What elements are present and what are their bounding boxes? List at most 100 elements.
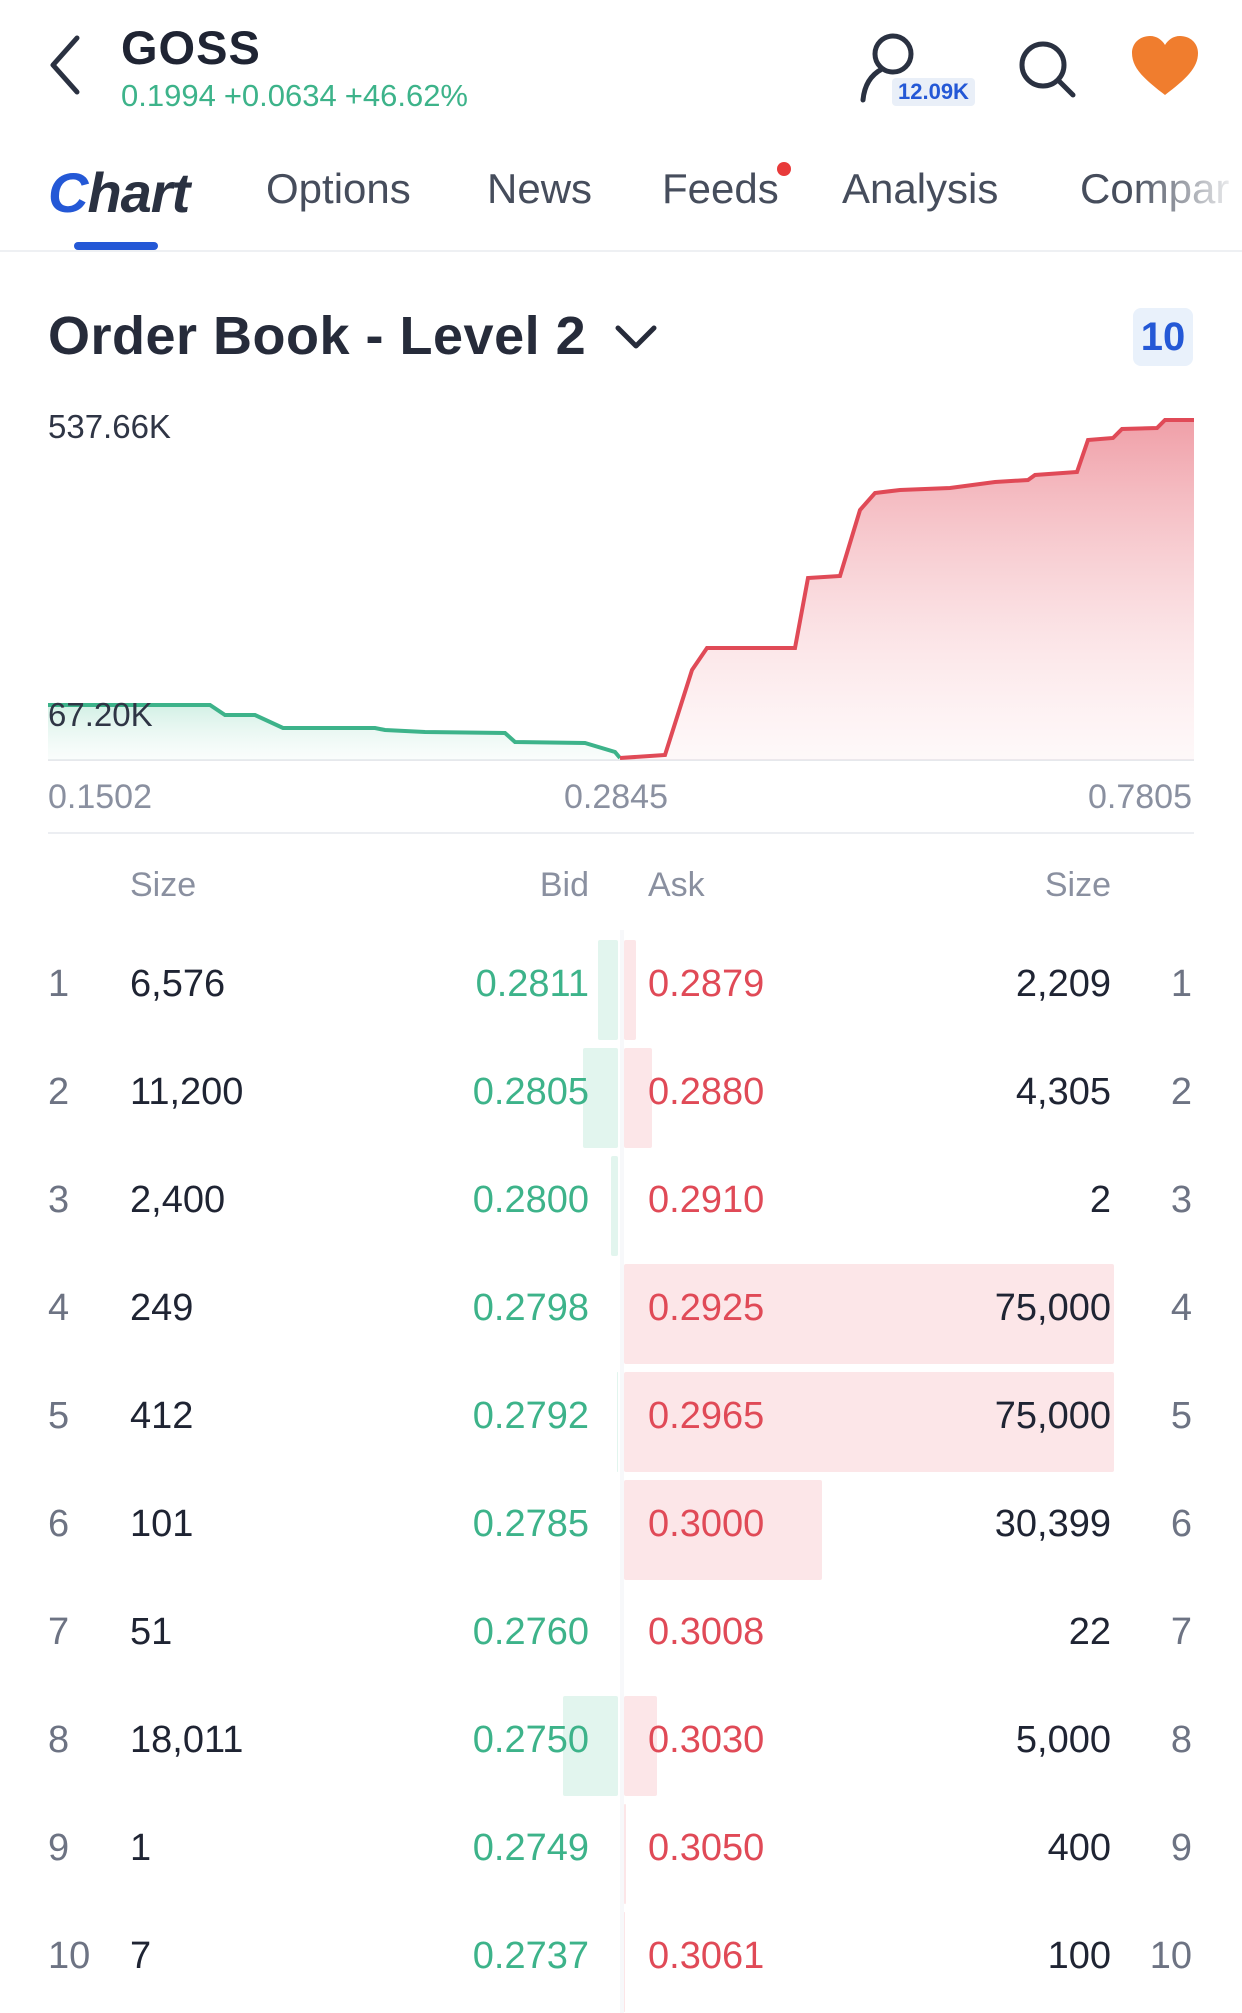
ask-size-header: Size [1044, 866, 1111, 904]
bid-level-index: 7 [48, 1611, 70, 1653]
divider [48, 832, 1194, 834]
ask-level-index: 3 [1170, 1179, 1192, 1221]
chevron-down-icon[interactable] [612, 318, 660, 358]
ask-size: 75,000 [994, 1395, 1111, 1437]
ask-price: 0.2925 [648, 1287, 765, 1329]
bid-price: 0.2792 [472, 1395, 589, 1437]
ask-price: 0.2965 [648, 1395, 765, 1437]
orderbook-row[interactable]: 1 6,576 0.2811 0.2879 2,209 1 [0, 930, 1242, 1040]
bid-size: 101 [130, 1503, 194, 1545]
ask-size-bar [624, 1372, 1114, 1472]
watchers-count-badge: 12.09K [892, 78, 975, 106]
ask-size: 30,399 [994, 1503, 1111, 1545]
orderbook-row[interactable]: 8 18,011 0.2750 0.3030 5,000 8 [0, 1686, 1242, 1796]
bid-size: 1 [130, 1827, 152, 1869]
orderbook-row[interactable]: 9 1 0.2749 0.3050 400 9 [0, 1794, 1242, 1904]
ask-size: 2 [1089, 1179, 1111, 1221]
bid-price: 0.2785 [472, 1503, 589, 1545]
orderbook-row[interactable]: 5 412 0.2792 0.2965 75,000 5 [0, 1362, 1242, 1472]
ask-size-bar [624, 1912, 625, 2012]
bid-size: 51 [130, 1611, 173, 1653]
watchlist-user-icon[interactable] [855, 32, 923, 104]
bid-level-index: 3 [48, 1179, 70, 1221]
book-center-divider [620, 930, 624, 2013]
bid-price: 0.2749 [472, 1827, 589, 1869]
header: GOSS 0.1994 +0.0634 +46.62% 12.09K [0, 0, 1242, 125]
ask-price: 0.3050 [648, 1827, 765, 1869]
tab-compare[interactable]: Compar [1080, 165, 1230, 212]
ask-size-bar [624, 1696, 657, 1796]
depth-chart [0, 400, 1242, 840]
bid-size: 249 [130, 1287, 194, 1329]
tab-feeds[interactable]: Feeds [662, 165, 779, 212]
tab-chart[interactable]: Chart [48, 160, 190, 225]
ask-size-bar [624, 1480, 822, 1580]
tab-options[interactable]: Options [266, 165, 411, 212]
bid-level-index: 8 [48, 1719, 70, 1761]
price-quote: 0.1994 +0.0634 +46.62% [121, 78, 476, 114]
bid-size-bar [583, 1048, 618, 1148]
ask-level-index: 6 [1170, 1503, 1192, 1545]
bid-price: 0.2737 [472, 1935, 589, 1977]
ask-price: 0.2880 [648, 1071, 765, 1113]
ask-size-bar [624, 1264, 1114, 1364]
bid-size-bar [611, 1156, 618, 1256]
bid-size-bar [598, 940, 618, 1040]
search-icon[interactable] [1016, 38, 1078, 100]
orderbook-row[interactable]: 2 11,200 0.2805 0.2880 4,305 2 [0, 1038, 1242, 1148]
bid-price: 0.2805 [472, 1071, 589, 1113]
active-tab-indicator [74, 242, 158, 250]
orderbook-title[interactable]: Order Book - Level 2 [48, 306, 587, 366]
ask-size: 400 [1047, 1827, 1111, 1869]
bid-price: 0.2798 [472, 1287, 589, 1329]
tab-news[interactable]: News [487, 165, 593, 212]
bid-size: 18,011 [130, 1719, 244, 1761]
tab-analysis[interactable]: Analysis [842, 165, 999, 212]
ask-size: 22 [1068, 1611, 1111, 1653]
ask-price: 0.3008 [648, 1611, 765, 1653]
ask-size: 2,209 [1015, 963, 1111, 1005]
depth-level-selector[interactable]: 10 [1133, 308, 1193, 366]
bid-size: 2,400 [130, 1179, 226, 1221]
tab-chart-first-letter: C [48, 161, 88, 224]
bid-depth-line [48, 703, 622, 760]
heart-icon[interactable] [1130, 35, 1200, 97]
depth-chart-svg [48, 418, 1194, 761]
back-arrow-icon[interactable] [45, 30, 97, 100]
bid-size: 6,576 [130, 963, 226, 1005]
bid-depth-area [48, 705, 620, 760]
bid-level-index: 6 [48, 1503, 70, 1545]
ask-size-bar [624, 940, 636, 1040]
ask-level-index: 5 [1170, 1395, 1192, 1437]
ask-price: 0.2879 [648, 963, 765, 1005]
bid-level-index: 4 [48, 1287, 70, 1329]
bid-size: 412 [130, 1395, 194, 1437]
ask-level-index: 9 [1170, 1827, 1192, 1869]
orderbook-row[interactable]: 6 101 0.2785 0.3000 30,399 6 [0, 1470, 1242, 1580]
bid-level-index: 1 [48, 963, 70, 1005]
bid-price: 0.2811 [475, 963, 589, 1005]
orderbook-row[interactable]: 7 51 0.2760 0.3008 22 7 [0, 1578, 1242, 1686]
chart-y-bid-label: 67.20K [48, 696, 153, 733]
ask-price: 0.3030 [648, 1719, 765, 1761]
orderbook-row[interactable]: 3 2,400 0.2800 0.2910 2 3 [0, 1146, 1242, 1256]
ask-size: 75,000 [994, 1287, 1111, 1329]
ask-level-index: 7 [1170, 1611, 1192, 1653]
ask-level-index: 10 [1149, 1935, 1192, 1977]
bid-price: 0.2750 [472, 1719, 589, 1761]
price-change-pct: +46.62% [344, 78, 468, 113]
tab-bar: Chart Options News Feeds Analysis Compar [0, 150, 1242, 252]
orderbook-row[interactable]: 4 249 0.2798 0.2925 75,000 4 [0, 1254, 1242, 1364]
bid-level-index: 10 [48, 1935, 91, 1977]
orderbook-row[interactable]: 10 7 0.2737 0.3061 100 10 [0, 1902, 1242, 2012]
ask-header: Ask [648, 866, 705, 904]
ask-level-index: 2 [1170, 1071, 1192, 1113]
ask-size-bar [624, 1048, 652, 1148]
last-price: 0.1994 [121, 78, 216, 113]
chart-y-max-label: 537.66K [48, 408, 171, 445]
ask-price: 0.3000 [648, 1503, 765, 1545]
bid-level-index: 5 [48, 1395, 70, 1437]
chart-x-min-label: 0.1502 [48, 778, 152, 816]
ask-size: 4,305 [1015, 1071, 1111, 1113]
ask-level-index: 1 [1170, 963, 1192, 1005]
